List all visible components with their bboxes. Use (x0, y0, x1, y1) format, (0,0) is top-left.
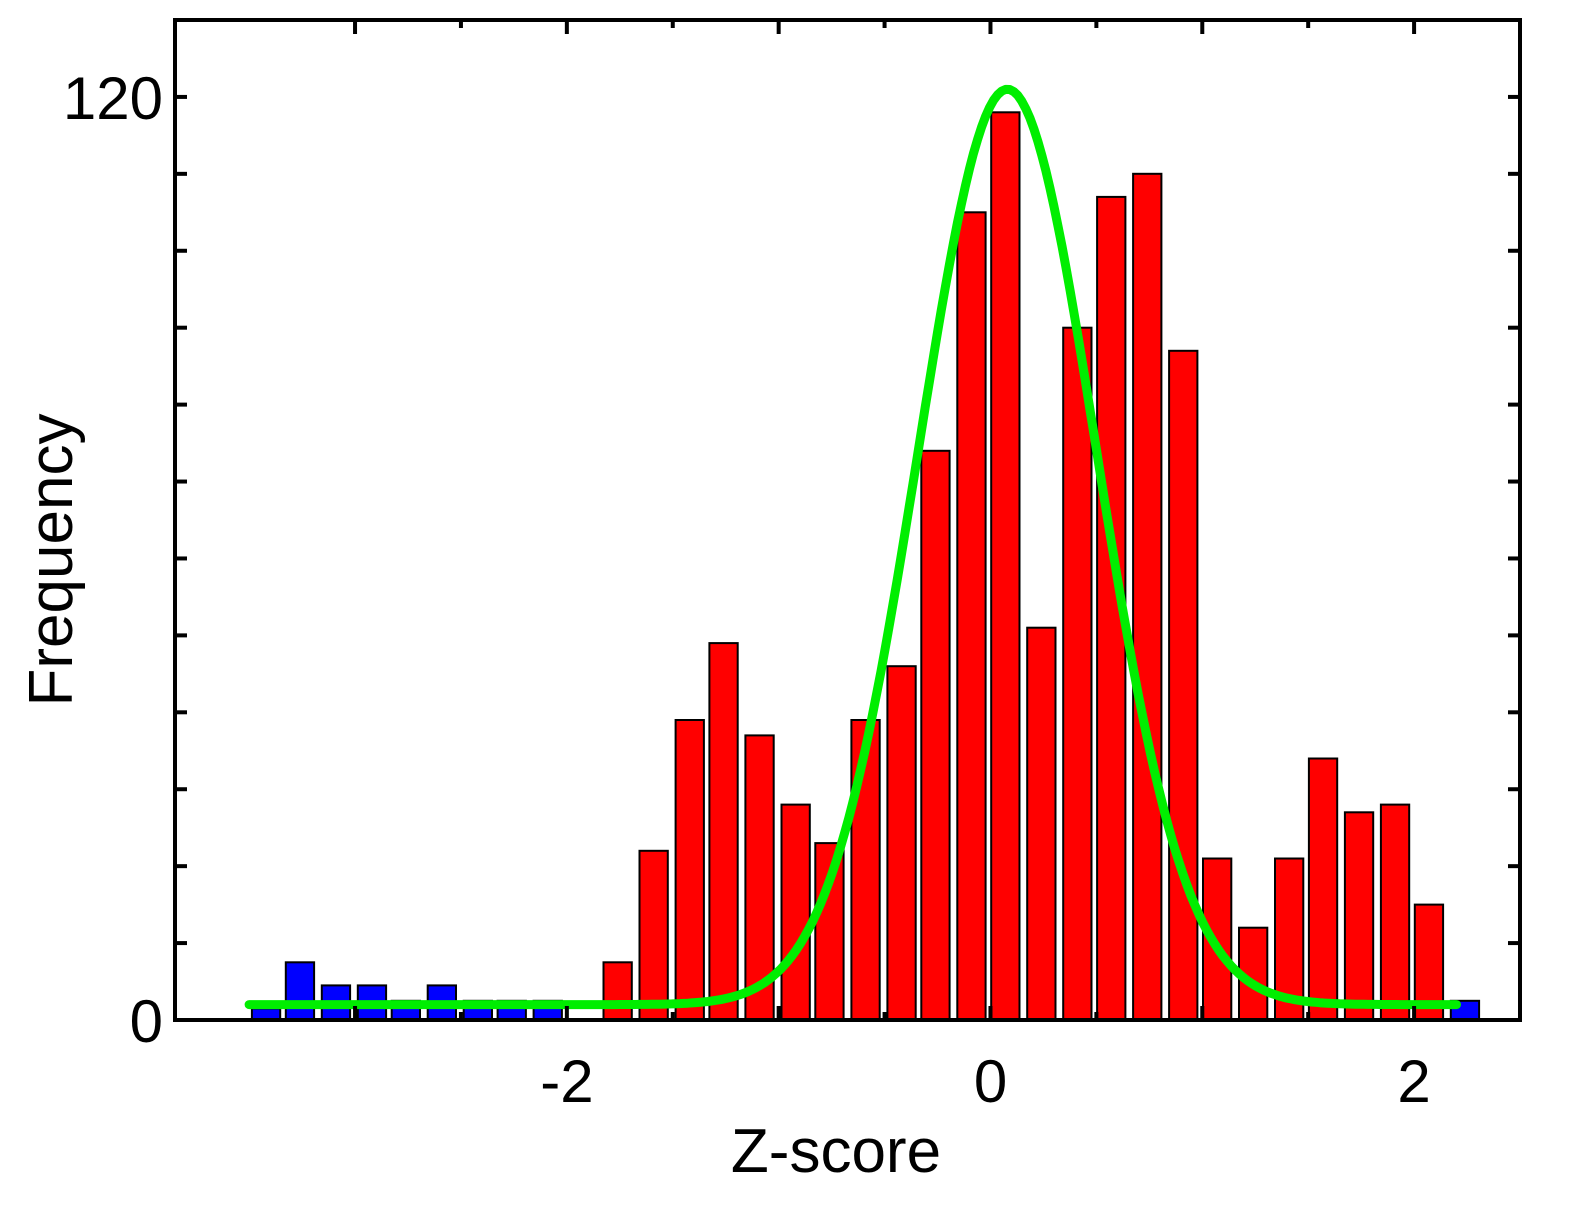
bar (1238, 926, 1269, 1022)
bar (602, 961, 633, 1021)
bar (1307, 757, 1339, 1021)
bar (284, 961, 316, 1021)
bar (1132, 172, 1163, 1022)
bar (886, 665, 917, 1021)
bar (1026, 626, 1057, 1021)
x-tick-label: -2 (540, 1048, 593, 1115)
bar (1168, 349, 1199, 1021)
bar (708, 642, 739, 1021)
bar (744, 734, 775, 1022)
bar (1343, 811, 1375, 1021)
x-tick-label: 2 (1397, 1048, 1430, 1115)
bar (638, 849, 669, 1021)
bar (780, 803, 811, 1021)
gaussian-fit-curve (244, 84, 1461, 1010)
bar (990, 111, 1021, 1022)
tick-labels-group: -2 0 2 0 120 (63, 65, 1431, 1115)
bar (1062, 326, 1093, 1021)
plot-frame (173, 18, 1522, 1022)
bar (956, 211, 987, 1022)
y-tick-label: 0 (130, 988, 163, 1055)
y-axis-label: Frequency (17, 414, 86, 707)
x-tick-label: 0 (974, 1048, 1007, 1115)
bar (1379, 803, 1411, 1021)
bar (920, 449, 951, 1021)
y-tick-label: 120 (63, 65, 163, 132)
bars-group (250, 111, 1481, 1022)
x-axis-label: Z-score (731, 1117, 941, 1186)
bar (674, 719, 705, 1021)
